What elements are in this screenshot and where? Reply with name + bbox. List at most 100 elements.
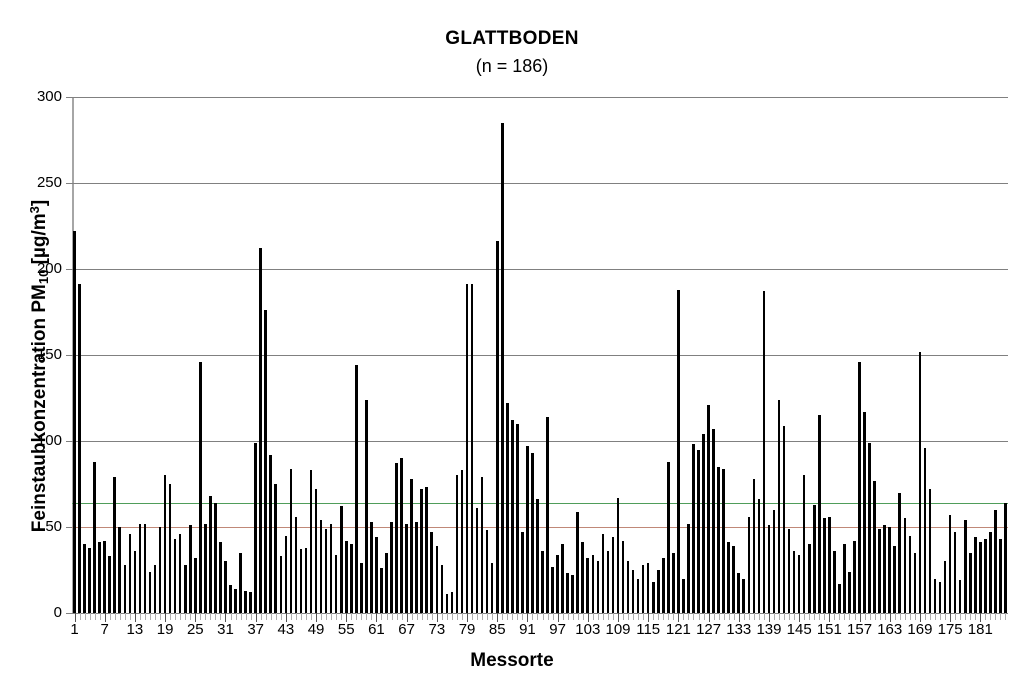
bar [933,578,937,613]
bar [249,592,252,613]
bar [314,489,318,613]
x-tick-mark [99,613,101,620]
x-tick-mark [124,613,126,620]
bar [576,511,580,613]
x-tick-mark [170,613,172,620]
x-tick-mark [864,613,866,620]
x-tick-mark [809,613,811,620]
x-tick-mark [945,613,947,620]
x-tick-mark [421,613,423,620]
bar [767,525,771,613]
bar [430,532,434,613]
x-tick-mark [633,613,635,620]
bar [269,454,273,613]
y-tick-label-300: 300 [36,88,62,105]
x-tick-mark [150,613,151,620]
x-tick-mark [623,613,625,620]
x-tick-mark [155,613,157,620]
x-tick-label-91: 91 [519,621,536,638]
x-tick-mark [859,613,861,622]
x-tick-mark [824,613,826,620]
x-tick-mark [391,613,393,620]
x-tick-label-169: 169 [907,621,933,638]
x-tick-mark [909,613,911,620]
x-tick-mark [517,613,519,620]
x-tick-mark [265,613,267,620]
x-tick-mark [290,613,292,620]
x-tick-mark [89,613,91,620]
bar [415,521,418,613]
x-tick-mark [532,613,534,620]
bar [219,542,222,613]
x-tick-mark [597,613,599,620]
bar [687,523,690,613]
bar [742,578,746,613]
bar [853,540,856,613]
x-tick-mark [175,613,177,620]
x-tick-mark [708,613,710,622]
y-tick-label-0: 0 [53,604,62,621]
x-tick-mark [1005,613,1007,620]
x-tick-mark [547,613,549,620]
bar [802,475,806,613]
x-tick-mark [411,613,413,620]
x-tick-mark [512,613,514,620]
x-tick-label-43: 43 [277,621,295,638]
x-tick-mark [889,613,891,622]
bar [948,514,952,613]
bar [817,415,821,613]
bar [173,539,177,613]
x-tick-mark [260,613,262,620]
gridline-100 [72,441,1008,442]
bar [214,502,217,613]
x-tick-label-73: 73 [428,621,446,638]
bar [541,551,544,613]
bar [999,539,1002,613]
x-tick-mark [758,613,760,620]
x-tick-mark [507,613,509,620]
x-tick-mark [1000,613,1002,620]
x-tick-mark [587,613,589,622]
x-tick-label-175: 175 [937,621,963,638]
x-tick-mark [940,613,942,620]
bar [294,516,298,613]
bar [797,554,801,613]
y-tick-mark-100 [66,441,72,442]
bar [440,564,444,613]
bar [968,552,972,613]
bar [455,475,459,613]
bar [782,425,786,613]
x-tick-mark [109,613,111,620]
bar [163,475,167,613]
x-tick-label-31: 31 [217,621,234,638]
bar [787,528,791,613]
bar [682,578,685,613]
bar [606,551,610,613]
x-tick-label-97: 97 [549,621,566,638]
x-tick-mark [814,613,816,620]
bar [692,444,695,613]
x-tick-mark [245,613,247,620]
bar [284,535,288,613]
x-tick-label-67: 67 [398,621,415,638]
x-tick-mark [144,613,146,620]
x-tick-mark [285,613,287,622]
bar [526,446,529,613]
x-tick-mark [844,613,846,620]
x-tick-mark [306,613,307,620]
x-tick-mark [341,613,343,620]
bar [505,403,509,613]
x-tick-label-109: 109 [605,621,631,638]
bar [697,449,700,613]
bar [495,241,499,613]
bar [168,484,172,613]
bar [888,527,892,613]
x-tick-mark [849,613,851,620]
bar [807,544,811,613]
bar [586,557,590,613]
x-tick-label-115: 115 [636,621,661,638]
x-tick-mark [673,613,675,620]
x-tick-mark [371,613,373,620]
bar [229,585,232,613]
